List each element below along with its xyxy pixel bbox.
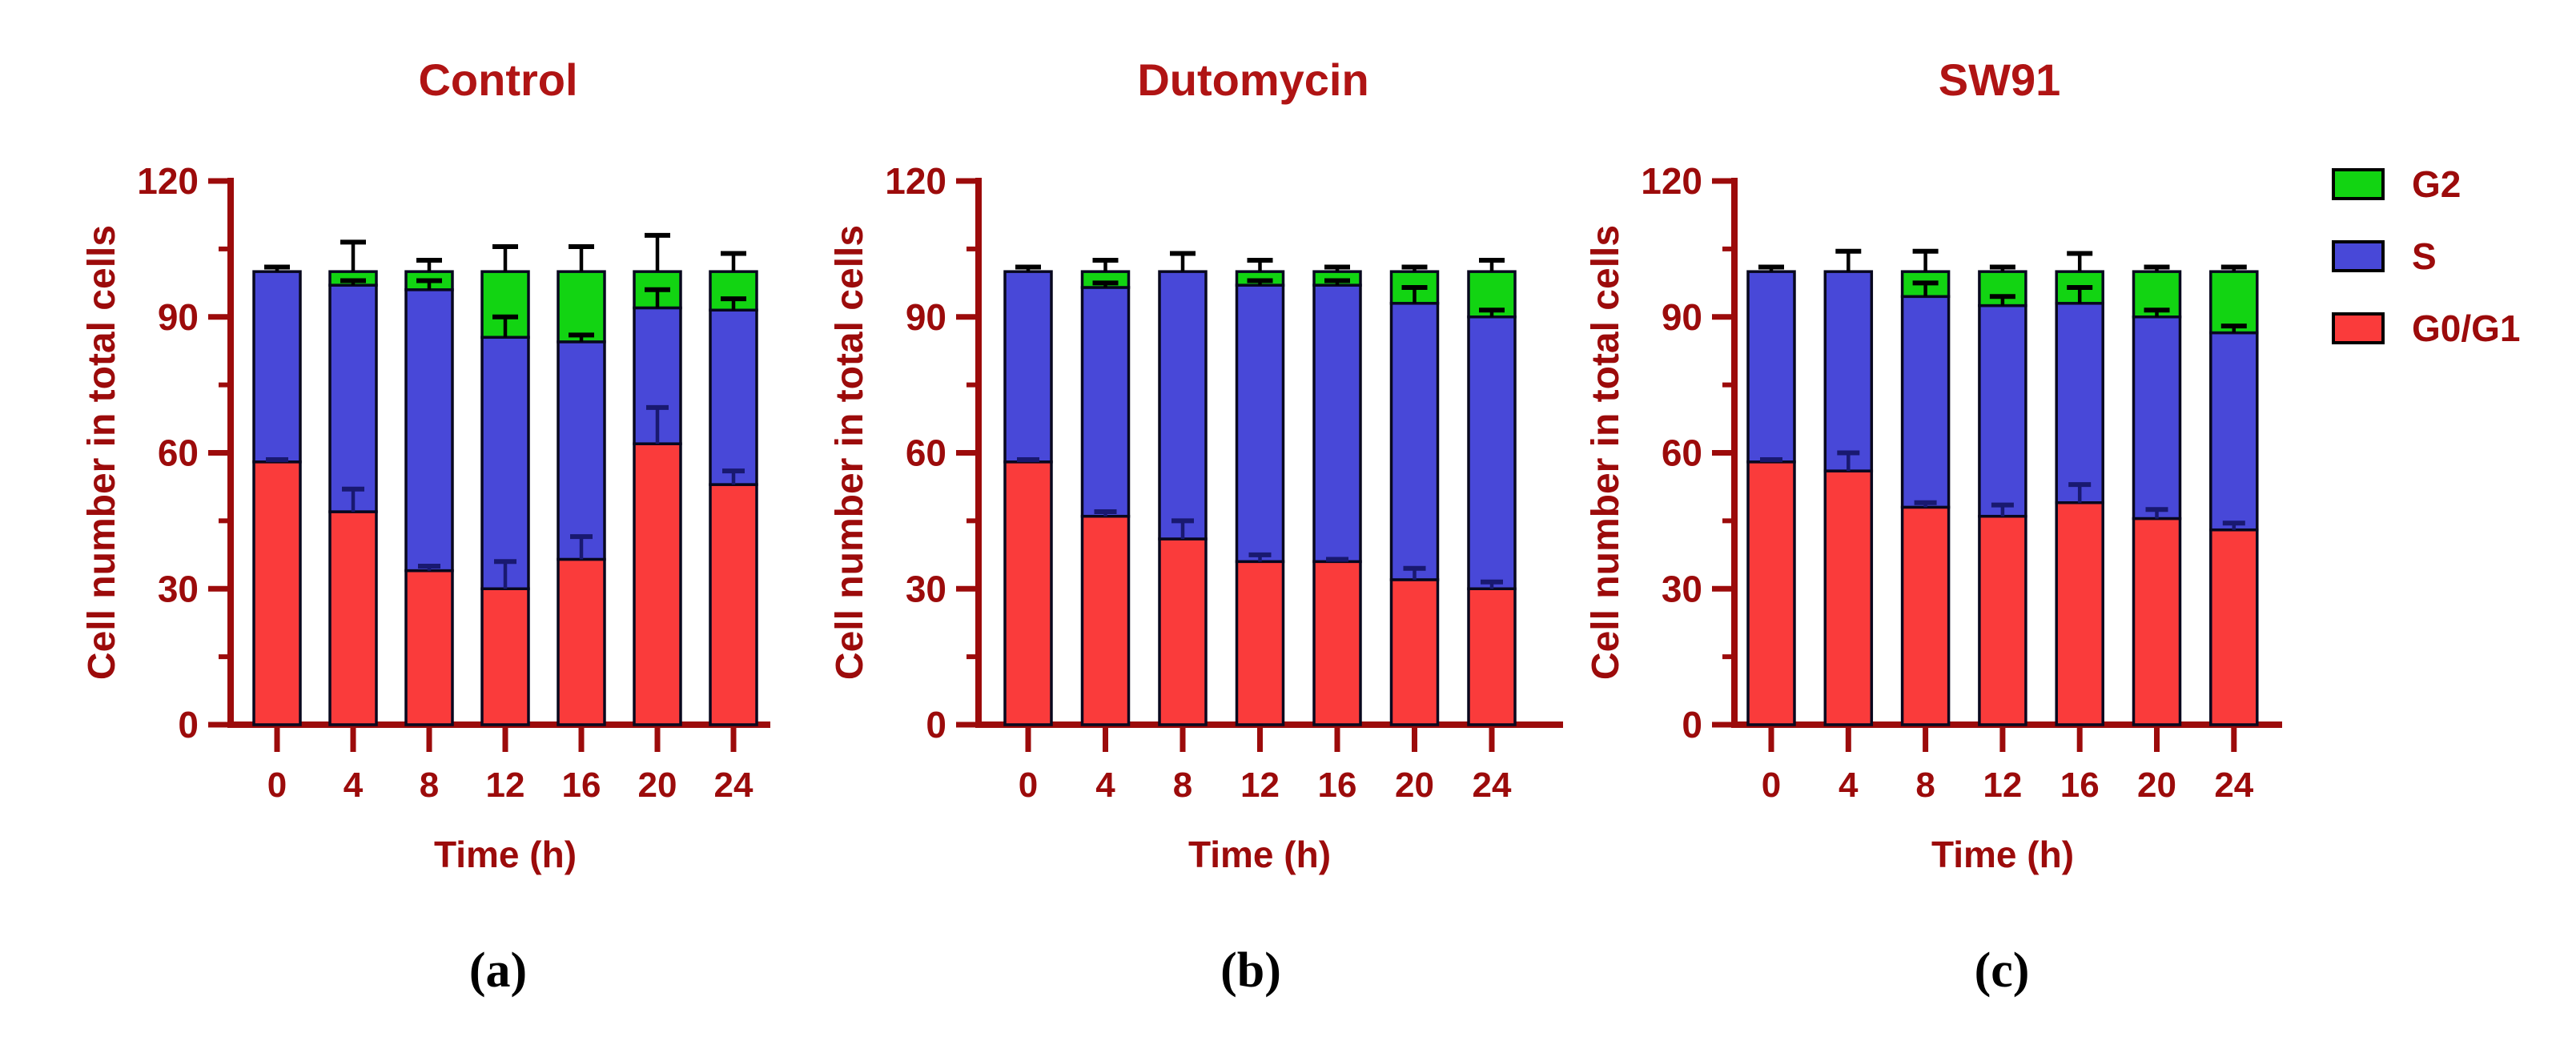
- bar-segment-s: [557, 340, 606, 561]
- x-tick-label: 12: [1983, 766, 2022, 805]
- x-axis-label-c: Time (h): [1931, 834, 2075, 875]
- y-tick-label: 0: [178, 704, 199, 746]
- bar-segment-g0g1: [1823, 469, 1874, 726]
- bar-segment-s: [2209, 331, 2259, 532]
- x-tick-label: 8: [1173, 766, 1192, 805]
- bar-segment-s: [2055, 302, 2104, 504]
- bar-segment-s: [1003, 270, 1053, 464]
- bar-segment-s: [480, 336, 530, 590]
- y-axis-label-b: Cell number in total cells: [829, 224, 871, 681]
- x-axis-label-b: Time (h): [1188, 834, 1332, 875]
- bar-segment-g0g1: [2132, 516, 2182, 726]
- x-tick-label: 0: [1762, 766, 1781, 805]
- legend-swatch-s-icon: [2332, 240, 2385, 272]
- bar-segment-g0g1: [1746, 460, 1796, 726]
- y-tick-label: 30: [906, 568, 946, 609]
- bar-segment-s: [1235, 283, 1285, 564]
- y-tick-label: 0: [1682, 704, 1702, 746]
- y-tick-label: 90: [158, 296, 199, 338]
- bar-segment-g0g1: [1467, 587, 1517, 726]
- legend-label-g2: G2: [2412, 163, 2461, 205]
- y-tick-label: 120: [1641, 160, 1702, 202]
- x-tick-label: 8: [420, 766, 439, 805]
- bar-segment-s: [2132, 316, 2182, 520]
- bar-segment-s: [1467, 316, 1517, 590]
- bar-segment-s: [1080, 286, 1131, 518]
- chart-title-dutomycin: Dutomycin: [1137, 54, 1369, 105]
- x-tick-label: 0: [267, 766, 287, 805]
- x-tick-label: 0: [1019, 766, 1038, 805]
- x-tick-label: 20: [638, 766, 677, 805]
- x-tick-label: 4: [1095, 766, 1115, 805]
- bar-segment-g0g1: [1389, 578, 1440, 726]
- legend-swatch-g2-icon: [2332, 168, 2385, 200]
- y-axis-label-a: Cell number in total cells: [81, 224, 123, 681]
- bar-segment-s: [1312, 283, 1362, 564]
- x-tick-label: 20: [1395, 766, 1434, 805]
- bar-segment-g0g1: [709, 483, 758, 726]
- bar-segment-s: [1900, 295, 1951, 509]
- x-tick-label: 24: [714, 766, 754, 805]
- bar-segment-g0g1: [1312, 560, 1362, 726]
- bar-segment-g0g1: [1003, 460, 1053, 726]
- bar-segment-g0g1: [404, 569, 454, 726]
- x-tick-label: 16: [2060, 766, 2100, 805]
- x-tick-label: 16: [1318, 766, 1357, 805]
- bar-segment-g0g1: [328, 510, 378, 726]
- y-tick-label: 90: [1662, 296, 1702, 338]
- x-tick-label: 24: [1473, 766, 1512, 805]
- bar-segment-g0g1: [480, 587, 530, 726]
- bar-segment-s: [709, 308, 758, 486]
- x-tick-label: 20: [2137, 766, 2176, 805]
- caption-c: (c): [1974, 943, 2030, 998]
- caption-b: (b): [1220, 943, 1281, 998]
- x-tick-label: 4: [1839, 766, 1859, 805]
- x-tick-label: 4: [344, 766, 364, 805]
- x-tick-label: 8: [1915, 766, 1935, 805]
- bar-segment-s: [1158, 270, 1208, 541]
- bar-segment-g0g1: [2055, 500, 2104, 726]
- chart-title-control: Control: [418, 54, 578, 105]
- bar-segment-s: [328, 283, 378, 513]
- bar-segment-g0g1: [557, 557, 606, 726]
- bar-segment-g0g1: [1235, 560, 1285, 726]
- legend-label-s: S: [2412, 235, 2437, 277]
- bar-segment-g0g1: [1978, 514, 2027, 726]
- caption-a: (a): [468, 943, 528, 998]
- y-tick-label: 120: [137, 160, 199, 202]
- legend-label-g0g1: G0/G1: [2412, 307, 2521, 349]
- bar-segment-g2: [557, 270, 606, 344]
- legend-swatch-g0g1-icon: [2332, 312, 2385, 344]
- y-tick-label: 90: [906, 296, 946, 338]
- y-tick-label: 60: [1662, 432, 1702, 474]
- y-axis-label-c: Cell number in total cells: [1585, 224, 1627, 681]
- x-tick-label: 12: [1240, 766, 1280, 805]
- y-tick-label: 120: [885, 160, 946, 202]
- bar-segment-s: [1823, 270, 1874, 472]
- bar-segment-g0g1: [633, 442, 682, 726]
- y-tick-label: 0: [926, 704, 946, 746]
- bar-segment-g0g1: [1158, 537, 1208, 726]
- x-axis-label-a: Time (h): [433, 834, 577, 875]
- bar-segment-s: [252, 270, 302, 464]
- x-tick-label: 24: [2214, 766, 2253, 805]
- bar-segment-s: [404, 288, 454, 573]
- y-tick-label: 60: [158, 432, 199, 474]
- bar-segment-g0g1: [1900, 505, 1951, 726]
- bar-segment-s: [1389, 302, 1440, 581]
- chart-title-sw91: SW91: [1938, 54, 2061, 105]
- bar-segment-s: [1978, 303, 2027, 518]
- bar-segment-g0g1: [2209, 528, 2259, 726]
- y-tick-label: 60: [906, 432, 946, 474]
- bar-segment-g0g1: [252, 460, 302, 726]
- bar-segment-s: [1746, 270, 1796, 464]
- x-tick-label: 16: [562, 766, 601, 805]
- y-tick-label: 30: [1662, 568, 1702, 609]
- x-tick-label: 12: [486, 766, 525, 805]
- y-tick-label: 30: [158, 568, 199, 609]
- bar-segment-g0g1: [1080, 514, 1131, 726]
